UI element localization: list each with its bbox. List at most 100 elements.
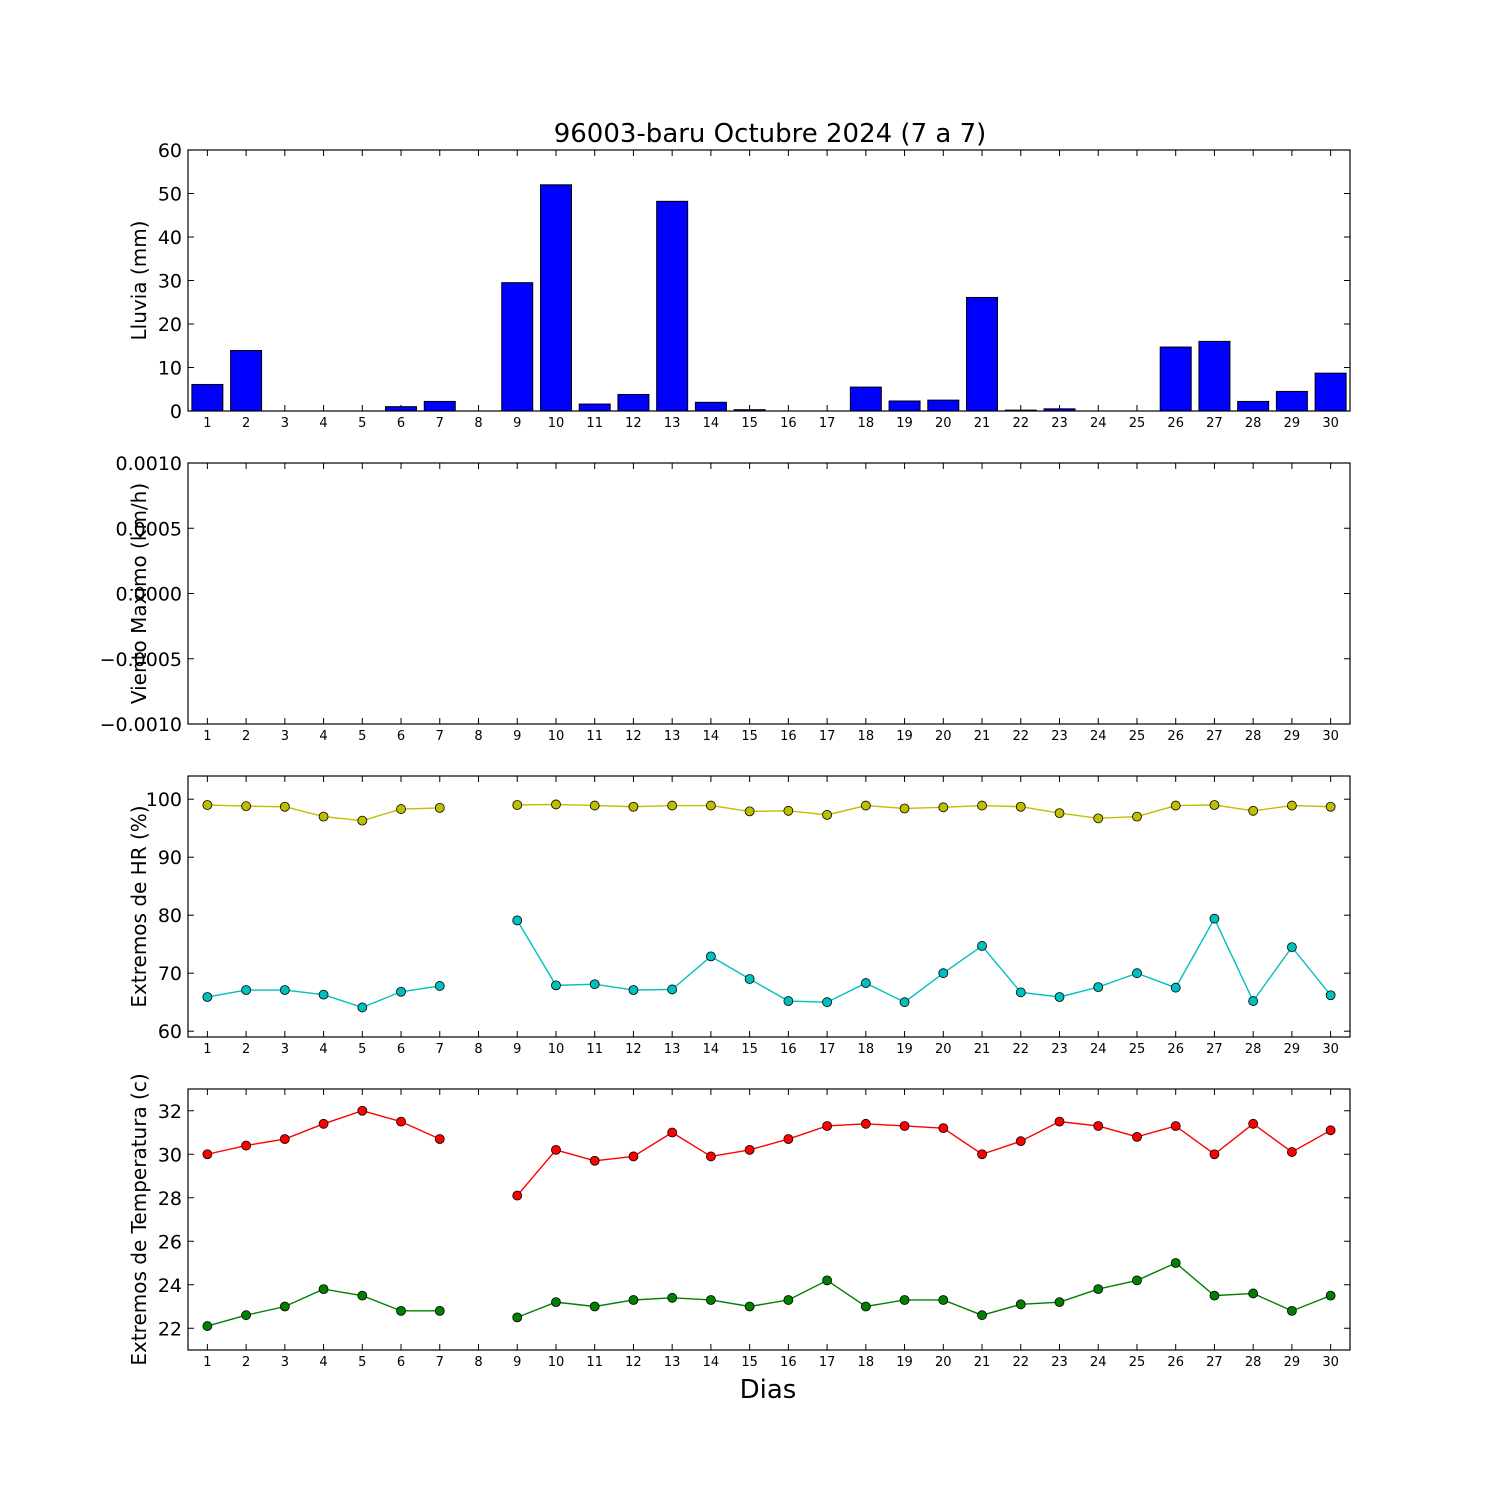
y-tick-label: 60 <box>158 1021 182 1043</box>
temp-min-point <box>783 1295 794 1305</box>
x-tick-label: 8 <box>474 1042 482 1057</box>
hr-min-point <box>1093 982 1104 993</box>
x-tick-label: 22 <box>1012 416 1029 431</box>
x-tick-label: 14 <box>703 1355 720 1370</box>
x-tick-label: 13 <box>664 1042 681 1057</box>
x-tick-label: 5 <box>358 729 366 744</box>
hr-max-point <box>241 801 252 812</box>
hr-max-point <box>783 805 794 816</box>
x-tick-label: 4 <box>319 729 327 744</box>
x-tick-label: 8 <box>474 729 482 744</box>
hr-min-point <box>1054 992 1065 1002</box>
hr-max-point <box>822 809 832 820</box>
x-tick-label: 10 <box>548 729 565 744</box>
x-tick-label: 27 <box>1206 1355 1223 1370</box>
x-tick-label: 12 <box>625 1042 642 1057</box>
rain-bar <box>1275 390 1308 412</box>
rain-bar <box>501 282 534 412</box>
y-tick-label: 28 <box>158 1188 182 1210</box>
x-tick-label: 19 <box>896 729 913 744</box>
rain-bar <box>927 399 960 412</box>
hr-min-point <box>318 989 329 1000</box>
hr-max-point <box>977 800 987 811</box>
x-tick-label: 5 <box>358 416 366 431</box>
x-axis-label: Dias <box>740 1375 797 1405</box>
hr-max-point <box>1132 811 1142 822</box>
hr-min-point <box>1325 990 1336 1001</box>
x-tick-label: 29 <box>1284 416 1301 431</box>
x-tick-label: 28 <box>1245 1042 1262 1057</box>
x-tick-label: 26 <box>1167 1355 1184 1370</box>
x-tick-label: 9 <box>513 416 521 431</box>
x-tick-label: 8 <box>474 1355 482 1370</box>
temp-max-point <box>667 1127 678 1138</box>
x-tick-label: 30 <box>1322 729 1339 744</box>
x-tick-label: 23 <box>1051 1355 1068 1370</box>
hr-max-point <box>279 801 290 812</box>
hr-max-line <box>207 803 1331 822</box>
x-tick-label: 29 <box>1284 1355 1301 1370</box>
temp-max-point <box>1015 1136 1026 1147</box>
x-tick-label: 28 <box>1245 1355 1262 1370</box>
x-tick-label: 2 <box>242 729 250 744</box>
rain-bar <box>385 406 418 412</box>
x-tick-label: 20 <box>935 416 952 431</box>
hr-min-point <box>1209 913 1220 924</box>
x-tick-label: 16 <box>780 1355 797 1370</box>
x-tick-label: 16 <box>780 416 797 431</box>
x-tick-label: 6 <box>397 1042 405 1057</box>
hr-min-point <box>434 981 445 991</box>
x-tick-label: 30 <box>1322 416 1339 431</box>
x-tick-label: 10 <box>548 416 565 431</box>
x-tick-label: 30 <box>1322 1042 1339 1057</box>
x-tick-label: 26 <box>1167 416 1184 431</box>
x-tick-label: 18 <box>858 729 875 744</box>
temp-min-point <box>434 1305 445 1316</box>
plot-frame <box>187 1088 1351 1351</box>
x-tick-label: 9 <box>513 1355 521 1370</box>
hr-min-point <box>977 941 987 951</box>
hr-max-point <box>1054 808 1065 819</box>
x-tick-label: 15 <box>741 1042 758 1057</box>
x-tick-label: 20 <box>935 1042 952 1057</box>
x-tick-label: 15 <box>741 416 758 431</box>
temp-max-point <box>396 1116 406 1127</box>
rain-bar <box>423 400 456 412</box>
x-tick-label: 26 <box>1167 1042 1184 1057</box>
x-tick-label: 15 <box>741 1355 758 1370</box>
x-tick-label: 29 <box>1284 1042 1301 1057</box>
x-tick-label: 19 <box>896 1355 913 1370</box>
x-tick-label: 20 <box>935 1355 952 1370</box>
hr-min-point <box>512 915 523 926</box>
temp-min-point <box>202 1321 213 1331</box>
temp-max-point <box>1170 1121 1181 1131</box>
temp-min-point <box>279 1301 290 1312</box>
x-tick-label: 6 <box>397 1355 405 1370</box>
temp-min-point <box>822 1275 832 1286</box>
temp-min-point <box>744 1301 755 1312</box>
x-tick-label: 1 <box>203 1355 211 1370</box>
x-tick-label: 30 <box>1322 1355 1339 1370</box>
hr-min-point <box>706 951 716 962</box>
y-tick-label: 0.0000 <box>116 584 182 606</box>
hr-min-point <box>628 985 639 995</box>
temp-max-point <box>551 1145 561 1155</box>
temp-max-point <box>589 1155 600 1166</box>
hr-max-point <box>318 811 329 822</box>
x-tick-label: 14 <box>703 416 720 431</box>
x-tick-label: 23 <box>1051 416 1068 431</box>
hr-max-point <box>1248 805 1259 816</box>
hr-min-point <box>357 1002 368 1013</box>
x-tick-label: 22 <box>1012 729 1029 744</box>
hr-min-point <box>1015 987 1026 998</box>
temp-min-point <box>396 1305 406 1316</box>
y-tick-label: 70 <box>158 963 182 985</box>
hr-max-point <box>434 803 445 813</box>
x-tick-label: 2 <box>242 1355 250 1370</box>
rain-bar <box>578 403 611 412</box>
x-tick-label: 24 <box>1090 729 1107 744</box>
